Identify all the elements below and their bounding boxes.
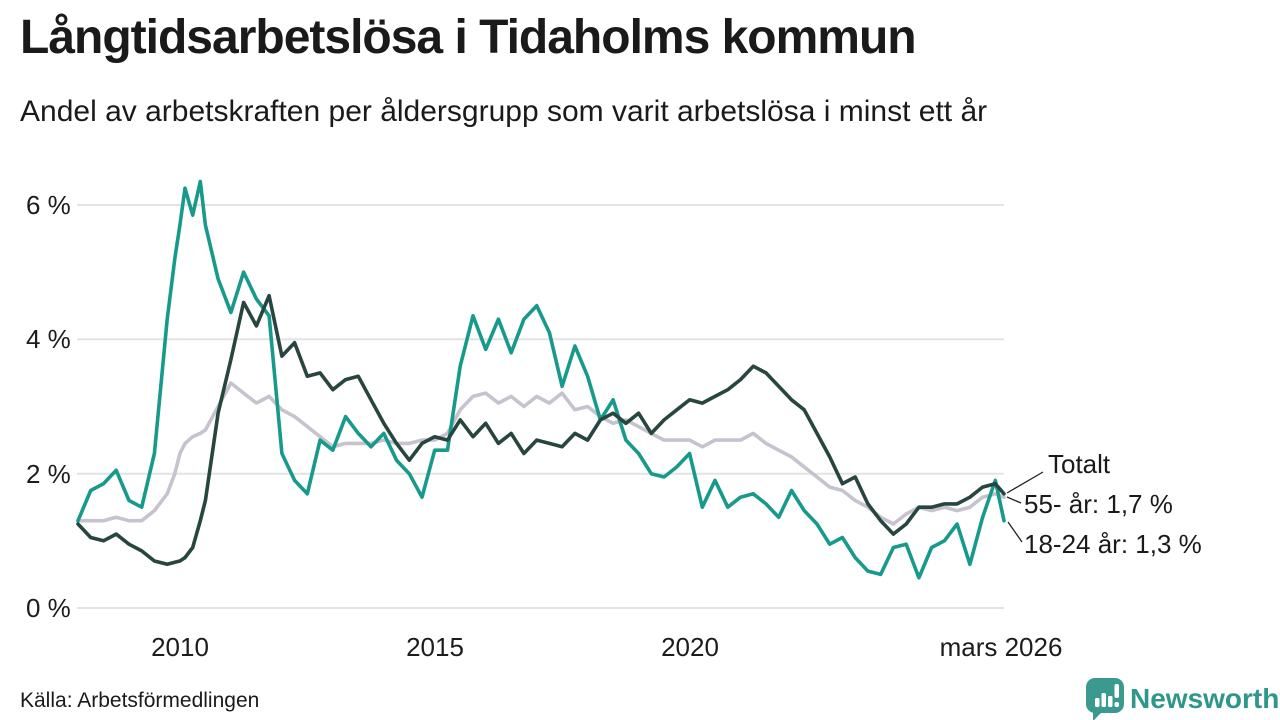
source-note: Källa: Arbetsförmedlingen — [20, 689, 260, 712]
chart-title: Långtidsarbetslösa i Tidaholms kommun — [20, 11, 917, 64]
series-end-label-18-24: 18-24 år: 1,3 % — [1024, 529, 1202, 559]
x-axis-tick-label-2020: 2020 — [661, 632, 719, 662]
series-line-0 — [76, 381, 1006, 526]
x-axis-tick-label-2010: 2010 — [151, 632, 209, 662]
series-line-2 — [76, 179, 1006, 580]
series-end-label-55: 55- år: 1,7 % — [1024, 489, 1173, 519]
newsworthy-logo-icon — [1086, 678, 1124, 720]
x-axis-tick-label-mars-2026: mars 2026 — [939, 632, 1063, 662]
chart-subtitle: Andel av arbetskraften per åldersgrupp s… — [20, 95, 988, 128]
annotation-leader-1 — [1006, 496, 1022, 504]
y-axis-tick-label-0: 0 % — [26, 593, 71, 623]
newsworthy-wordmark: Newsworthy — [1130, 683, 1280, 714]
series-line-1 — [76, 293, 1006, 567]
y-axis-tick-label-4: 4 % — [26, 324, 71, 354]
y-axis-tick-label-2: 2 % — [26, 459, 71, 489]
x-axis-tick-label-2015: 2015 — [406, 632, 464, 662]
annotation-leader-2 — [1007, 521, 1023, 543]
annotation-leader-0 — [1006, 471, 1044, 494]
series-end-label-totalt: Totalt — [1048, 449, 1111, 479]
y-axis-tick-label-6: 6 % — [26, 190, 71, 220]
